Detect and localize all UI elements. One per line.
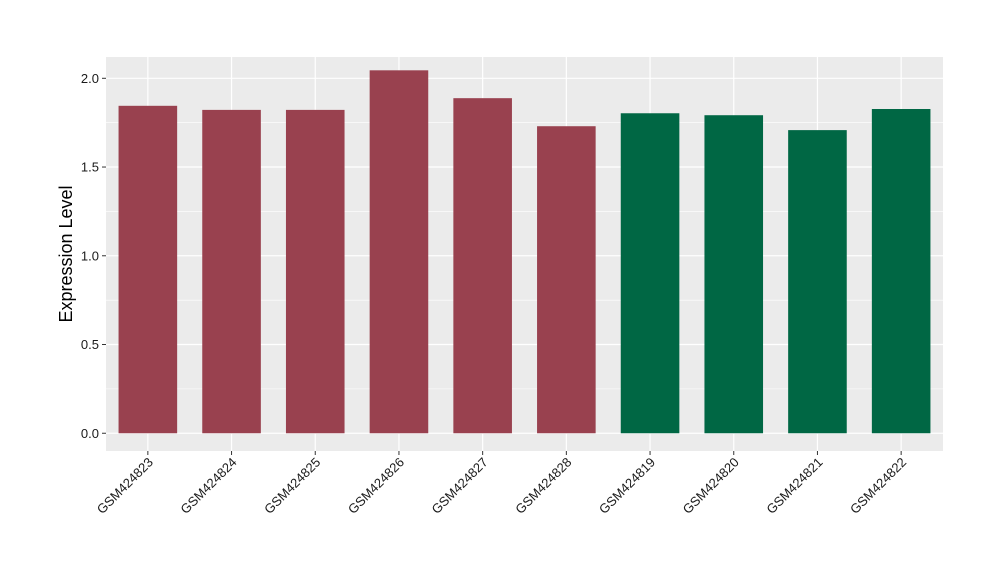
y-tick-label: 0.0: [81, 426, 99, 441]
y-tick-label: 0.5: [81, 337, 99, 352]
bar-GSM424826: [369, 70, 429, 434]
y-tick-label: 1.0: [81, 248, 99, 263]
x-tick-label: GSM424822: [847, 455, 909, 517]
x-tick-label: GSM424828: [512, 455, 574, 517]
x-tick-label: GSM424821: [763, 455, 825, 517]
bar-GSM424827: [453, 98, 512, 434]
y-tick-label: 1.5: [81, 160, 99, 175]
x-tick-label: GSM424825: [261, 455, 323, 517]
bar-GSM424828: [537, 126, 596, 434]
x-tick-label: GSM424819: [596, 455, 658, 517]
bar-GSM424823: [118, 105, 178, 434]
bar-GSM424821: [788, 130, 847, 434]
bar-GSM424820: [704, 115, 764, 434]
y-tick-label: 2.0: [81, 71, 99, 86]
bar-GSM424825: [285, 109, 345, 434]
y-axis-title: Expression Level: [56, 185, 76, 322]
x-tick-label: GSM424826: [345, 455, 407, 517]
x-tick-label: GSM424827: [429, 455, 491, 517]
x-tick-label: GSM424823: [94, 455, 156, 517]
x-tick-label: GSM424820: [680, 455, 742, 517]
x-tick-label: GSM424824: [177, 455, 239, 517]
bars: [118, 70, 931, 434]
bar-GSM424822: [871, 109, 931, 434]
x-axis: GSM424823 GSM424824 GSM424825 GSM424826 GSM4…: [94, 451, 909, 517]
bar-GSM424819: [620, 113, 680, 434]
y-axis: 0.0 0.5 1.0 1.5 2.0: [81, 71, 106, 441]
bar-GSM424824: [202, 109, 261, 434]
